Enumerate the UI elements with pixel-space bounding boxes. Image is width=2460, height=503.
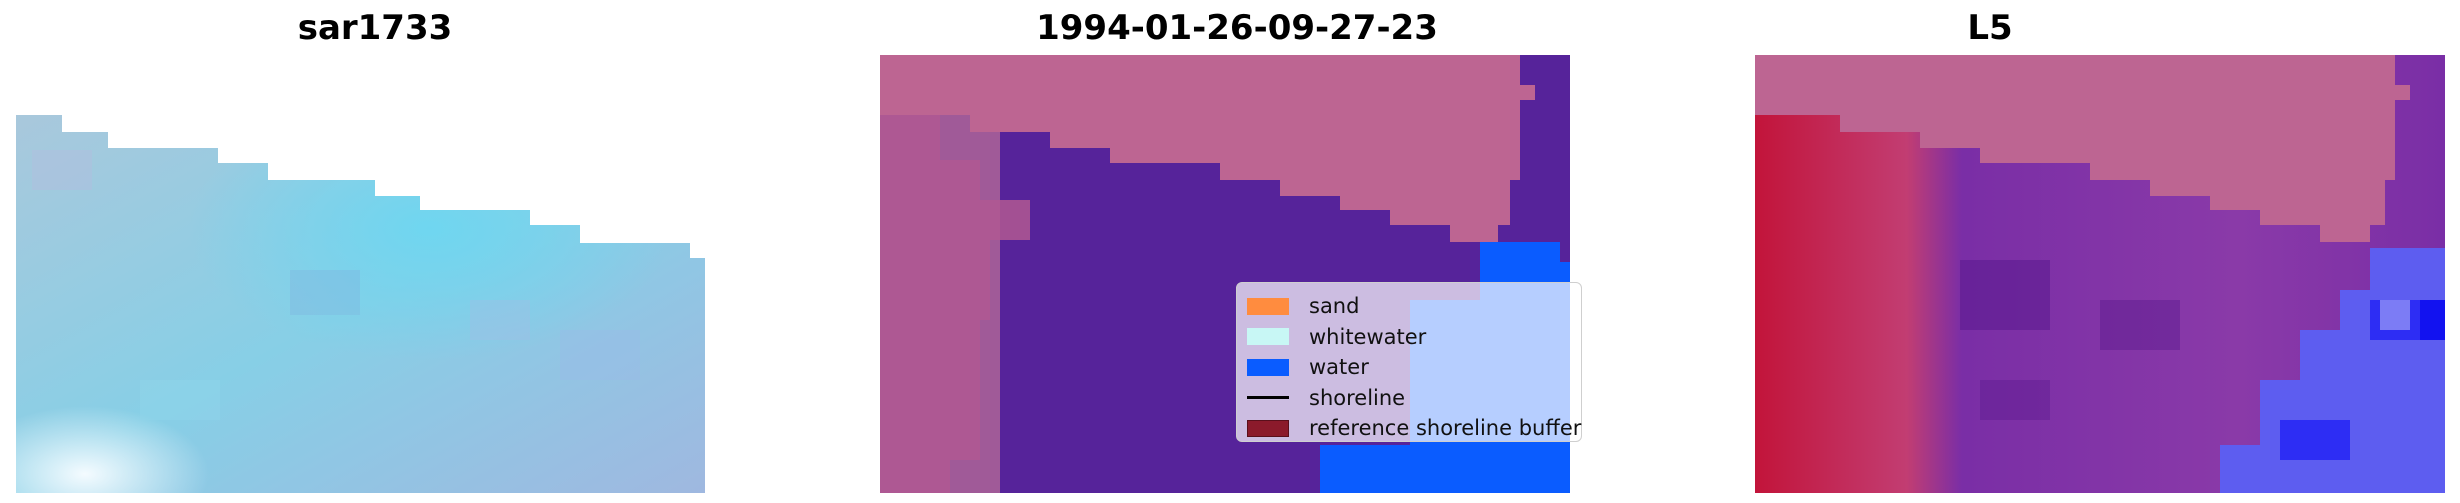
index-image-area	[1755, 55, 2445, 493]
rgb-image	[16, 115, 705, 493]
legend-swatch-water	[1247, 358, 1289, 376]
legend-item-reference-buffer: reference shoreline buffer	[1247, 413, 1581, 444]
panel-title-middle: 1994-01-26-09-27-23	[1036, 8, 1438, 48]
legend-swatch-whitewater	[1247, 328, 1289, 346]
legend-item-sand: sand	[1247, 291, 1571, 322]
panel-title-right: L5	[1967, 8, 2013, 48]
rgb-image-area	[16, 115, 705, 493]
classified-image-panel: 1994-01-26-09-27-23	[810, 0, 1680, 503]
legend-label-whitewater: whitewater	[1309, 324, 1427, 349]
legend-swatch-reference-buffer	[1247, 419, 1289, 437]
legend-item-water: water	[1247, 352, 1571, 383]
legend-item-shoreline: shoreline	[1247, 383, 1571, 414]
legend-label-sand: sand	[1309, 294, 1360, 319]
index-image	[1755, 55, 2445, 493]
rgb-image-panel: sar1733	[0, 0, 810, 503]
legend-item-whitewater: whitewater	[1247, 322, 1571, 353]
legend-label-reference-buffer: reference shoreline buffer	[1309, 416, 1582, 441]
legend-label-shoreline: shoreline	[1309, 385, 1406, 410]
panel-title-left: sar1733	[297, 8, 453, 48]
legend-label-water: water	[1309, 355, 1369, 380]
legend: sand whitewater water shoreline referenc…	[1236, 282, 1582, 442]
legend-line-shoreline	[1247, 396, 1289, 400]
legend-swatch-sand	[1247, 297, 1289, 315]
index-image-panel: L5	[1680, 0, 2460, 503]
